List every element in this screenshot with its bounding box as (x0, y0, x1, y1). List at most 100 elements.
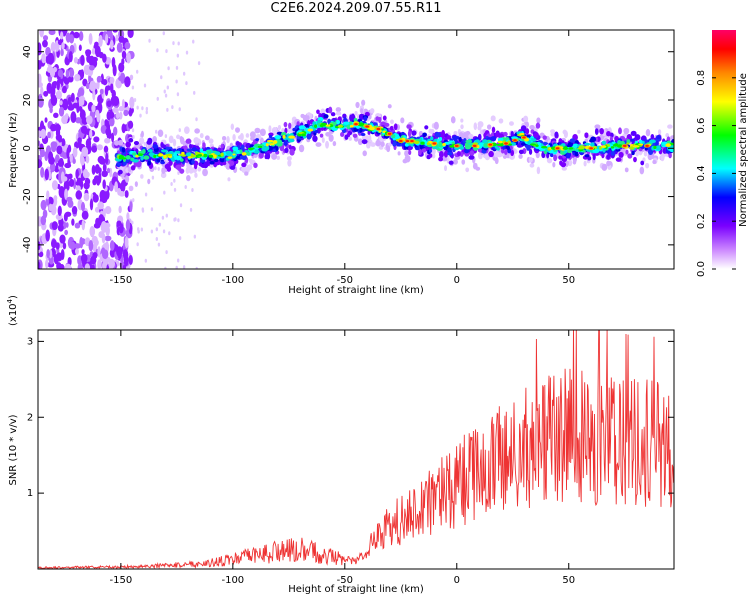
spectral-mark (546, 157, 553, 164)
noise-speck (165, 213, 168, 218)
spectral-mark (375, 139, 381, 147)
spectral-mark (185, 138, 192, 144)
spectral-mark (567, 159, 573, 167)
spectral-mark (160, 172, 167, 179)
noise-speck (177, 218, 180, 223)
noise-speck (84, 263, 91, 269)
spectral-mark (143, 155, 150, 160)
noise-speck (108, 258, 115, 269)
spectral-mark (638, 139, 643, 144)
spectral-mark (152, 136, 158, 143)
spectral-mark (140, 174, 144, 179)
noise-speck (38, 159, 43, 169)
noise-speck (145, 110, 148, 115)
noise-speck (57, 159, 65, 167)
spectral-mark (535, 144, 539, 147)
noise-speck (136, 69, 139, 74)
spectral-mark (493, 152, 498, 158)
noise-speck (40, 86, 44, 97)
spectral-mark (265, 143, 269, 147)
spectral-mark (619, 140, 625, 145)
spectral-mark (506, 145, 510, 151)
noise-speck (94, 45, 101, 58)
spectral-mark (213, 154, 217, 159)
spectral-mark (536, 117, 541, 124)
spectral-mark (348, 136, 352, 141)
spectral-mark (623, 127, 630, 135)
noise-speck (98, 171, 102, 184)
noise-speck (102, 78, 108, 86)
spectral-mark (563, 150, 568, 154)
spectral-mark (527, 145, 532, 149)
noise-speck (39, 148, 46, 158)
colorbar-tick-label: 0.0 (696, 261, 707, 277)
noise-speck (95, 109, 100, 117)
noise-speck (50, 94, 58, 106)
noise-speck (51, 85, 56, 97)
spectral-mark (657, 129, 662, 135)
colorbar-tick-label: 0.2 (696, 213, 707, 229)
spectral-mark (132, 152, 137, 156)
spectral-mark (552, 151, 557, 155)
noise-speck (89, 198, 94, 211)
spectral-mark (459, 150, 464, 157)
spectral-mark (191, 147, 198, 152)
spectral-mark (536, 166, 541, 175)
noise-speck (123, 109, 129, 117)
noise-speck (75, 190, 83, 200)
noise-speck (122, 249, 129, 260)
spectral-mark (278, 139, 282, 144)
y-tick-label: 2 (27, 412, 33, 423)
spectral-mark (298, 125, 306, 130)
noise-speck (106, 100, 112, 107)
noise-speck (45, 259, 49, 269)
spectral-mark (460, 124, 464, 130)
noise-speck (78, 31, 84, 42)
spectral-mark (189, 143, 193, 149)
noise-speck (83, 182, 90, 190)
noise-speck (182, 265, 186, 269)
noise-speck (61, 176, 68, 182)
spectral-mark (594, 124, 601, 129)
spectral-mark (329, 124, 334, 128)
noise-speck (38, 97, 44, 108)
spectrogram-marks (38, 30, 674, 269)
noise-speck (121, 125, 127, 132)
noise-speck (91, 47, 96, 55)
spectral-mark (627, 153, 633, 159)
spectral-mark (248, 158, 253, 164)
noise-speck (137, 229, 140, 234)
spectral-mark (434, 131, 441, 138)
spectral-mark (202, 168, 208, 177)
spectral-mark (160, 161, 165, 165)
noise-speck (56, 145, 63, 155)
noise-speck (118, 35, 125, 43)
spectral-mark (645, 129, 651, 137)
x-tick-label: -150 (110, 275, 133, 286)
noise-speck (136, 105, 139, 110)
noise-speck (124, 236, 129, 249)
spectral-mark (408, 149, 412, 155)
noise-speck (96, 75, 102, 83)
spectral-mark (487, 124, 492, 130)
noise-speck (98, 34, 103, 47)
noise-speck (38, 241, 41, 251)
noise-speck (56, 79, 60, 91)
spectral-mark (276, 155, 280, 160)
spectral-mark (527, 139, 532, 145)
spectral-mark (528, 148, 533, 155)
noise-speck (82, 168, 89, 179)
spectral-mark (160, 149, 168, 153)
noise-speck (85, 155, 90, 164)
noise-speck (125, 219, 131, 231)
spectral-mark (577, 129, 581, 134)
spectral-mark (186, 174, 191, 182)
spectral-mark (363, 116, 368, 122)
spectral-mark (204, 135, 210, 141)
spectral-mark (626, 142, 630, 145)
spectral-mark (446, 135, 452, 140)
spectral-peak (472, 144, 477, 147)
spectral-mark (456, 150, 461, 157)
noise-speck (70, 241, 76, 250)
noise-speck (51, 143, 57, 153)
